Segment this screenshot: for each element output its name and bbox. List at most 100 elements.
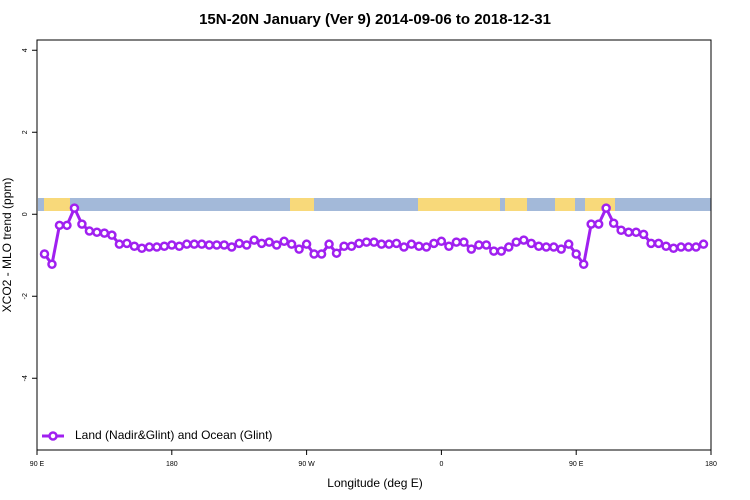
point [548,242,559,252]
point [376,239,387,249]
point [256,238,267,249]
point [563,239,574,249]
legend-marker [48,431,58,441]
point [234,238,244,249]
point [593,219,604,229]
point [182,239,192,249]
point [623,227,634,238]
point [144,242,155,252]
x-tick-label: 90 W [298,461,315,468]
land-ocean-strip [38,198,711,211]
point [631,227,641,238]
y-tick-label: 4 [22,48,29,52]
x-tick-label: 90 E [30,461,45,468]
point [698,239,709,249]
point [668,243,679,254]
plot-frame [36,39,712,451]
point [399,242,409,252]
point [534,241,544,251]
point [683,242,694,252]
x-tick-label: 90 E [569,461,584,468]
point [226,242,237,252]
point [646,238,656,249]
point [47,259,57,270]
point [249,235,259,245]
point [571,249,581,259]
point [638,229,649,240]
point [279,236,289,247]
point [286,239,297,249]
point [309,249,319,259]
point [137,243,147,254]
point [691,242,701,252]
point [489,246,499,256]
y-axis-label: XCO2 - MLO trend (ppm) [0,178,14,313]
legend-label: Land (Nadir&Glint) and Ocean (Glint) [75,428,272,442]
point [504,242,514,252]
point [421,242,432,252]
point [526,238,537,249]
point [211,240,222,250]
point [331,248,342,258]
point [556,244,566,254]
point [339,241,349,251]
point [241,240,252,250]
x-tick-label: 0 [439,461,443,468]
point [84,226,95,236]
point [653,238,664,249]
point [481,240,492,250]
point [122,238,132,249]
point [361,237,372,247]
point [167,240,177,250]
point [92,227,102,238]
point [406,239,417,249]
y-tick-label: 2 [22,130,29,134]
point [354,238,364,249]
point [69,203,80,213]
point [496,246,507,256]
y-tick-label: -4 [22,375,29,381]
point [444,241,454,251]
point [189,239,200,249]
point [114,239,125,249]
point [152,242,162,252]
point [316,249,327,259]
y-tick-label: -2 [22,293,29,299]
point [369,237,379,247]
point [219,240,229,250]
point [39,249,50,259]
point [541,242,551,252]
point [586,219,596,229]
point [414,241,424,251]
point [271,240,282,250]
chart-title: 15N-20N January (Ver 9) 2014-09-06 to 20… [199,11,551,28]
point [601,203,611,213]
point [459,237,469,247]
point [159,241,170,251]
point [384,239,394,249]
point [511,237,522,247]
point [301,239,312,249]
point [174,241,185,251]
point [99,228,110,238]
point [429,238,439,249]
point [661,241,671,251]
point [616,225,626,235]
point [129,241,140,251]
point [578,259,589,270]
point [346,241,357,251]
point [324,239,334,249]
point [391,238,402,249]
x-tick-label: 180 [705,461,717,468]
point [608,218,619,229]
point [77,219,87,229]
point [264,237,274,247]
point [466,244,477,254]
series-line [43,204,705,268]
point [474,240,484,250]
point [197,239,207,249]
point [294,244,304,254]
point [436,236,447,247]
x-tick-label: 180 [166,461,178,468]
point [676,242,686,252]
